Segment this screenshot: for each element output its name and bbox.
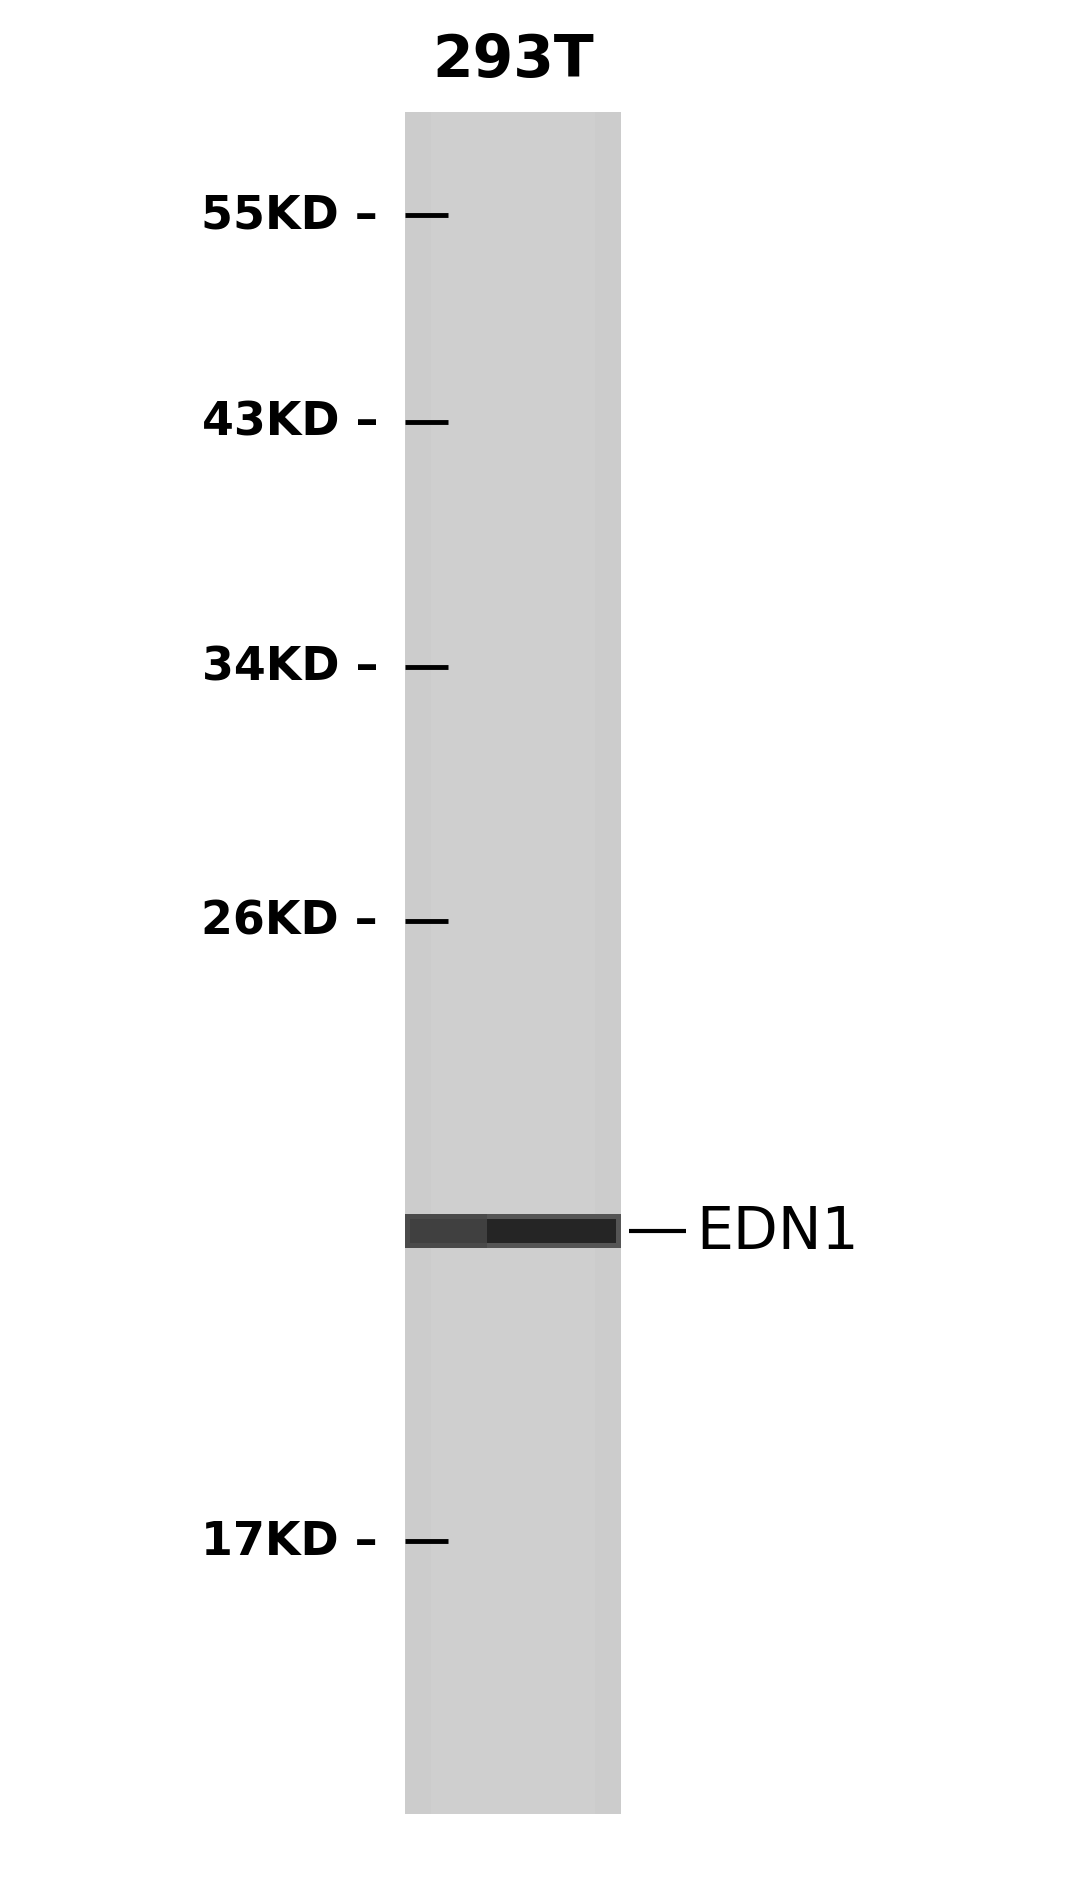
Text: 293T: 293T xyxy=(432,32,594,88)
Text: 34KD –: 34KD – xyxy=(202,645,378,690)
Text: 43KD –: 43KD – xyxy=(202,400,378,446)
Text: EDN1: EDN1 xyxy=(697,1203,860,1260)
Bar xyxy=(405,1214,621,1248)
Text: 55KD –: 55KD – xyxy=(201,194,378,239)
Text: 26KD –: 26KD – xyxy=(201,899,378,944)
Bar xyxy=(431,113,595,1814)
Bar xyxy=(410,1220,616,1243)
Bar xyxy=(405,113,621,1814)
Text: 17KD –: 17KD – xyxy=(201,1519,378,1564)
Bar xyxy=(405,1214,487,1248)
